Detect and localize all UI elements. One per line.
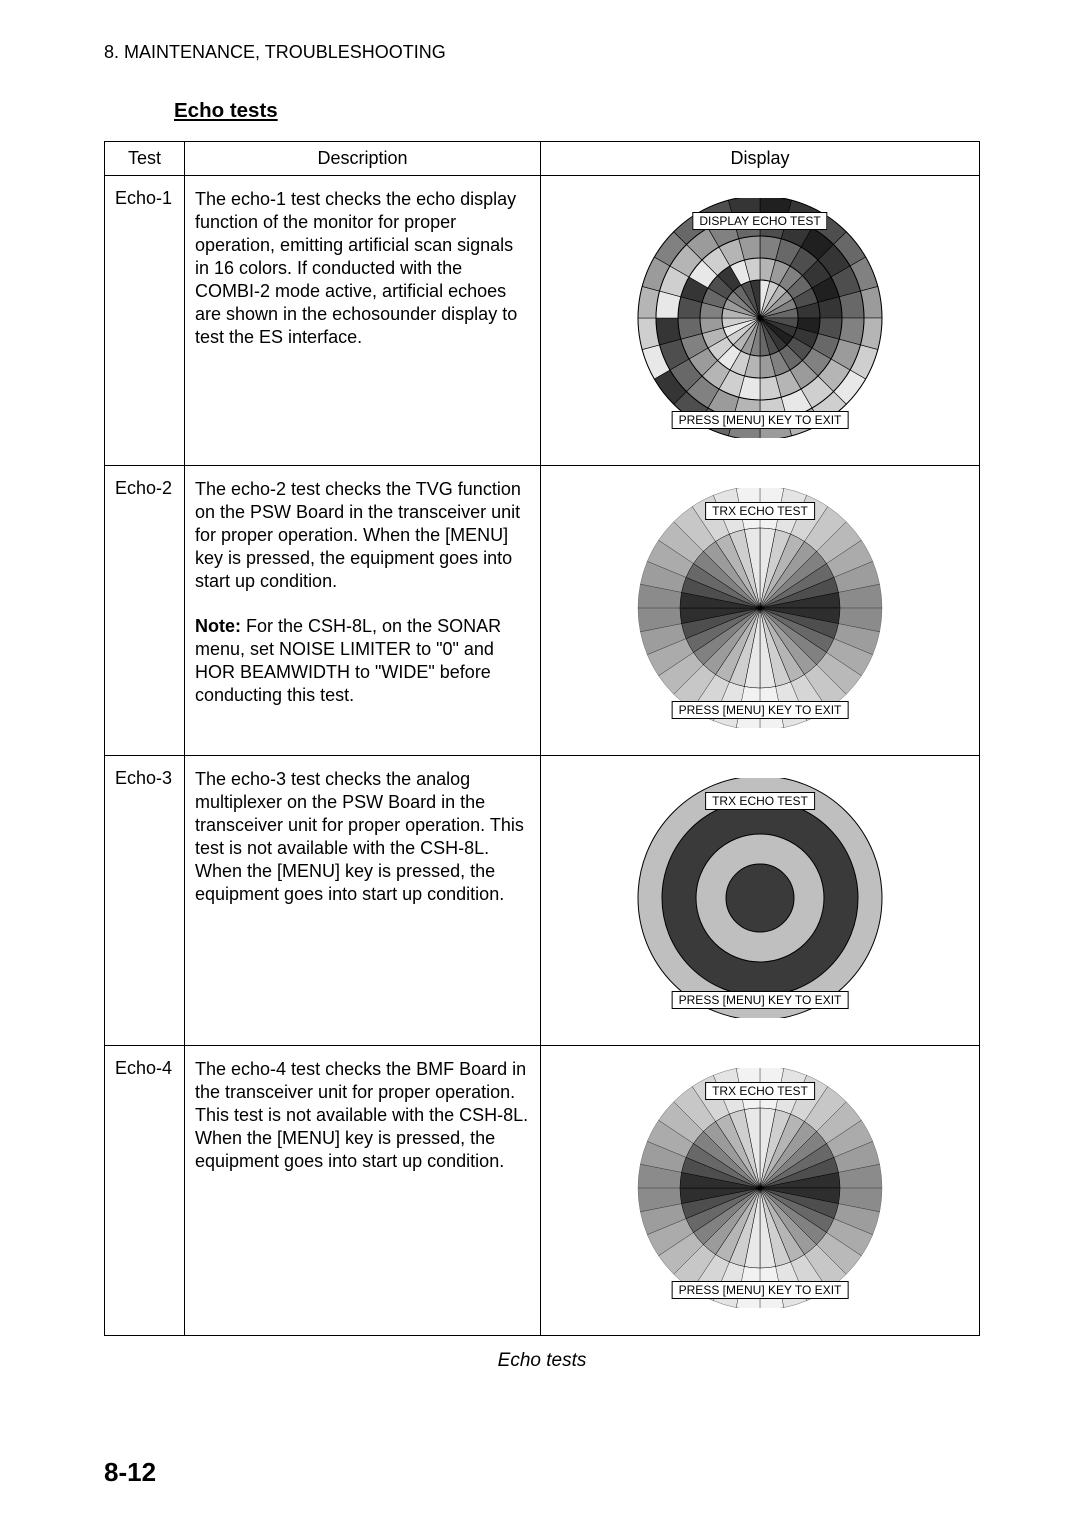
echo-display-graphic (630, 198, 890, 438)
test-display: TRX ECHO TEST PRESS [MENU] KEY TO EXIT (541, 1046, 980, 1336)
table-row: Echo-2The echo-2 test checks the TVG fun… (105, 466, 980, 756)
display-top-label: DISPLAY ECHO TEST (692, 212, 827, 230)
test-name: Echo-1 (105, 176, 185, 466)
table-caption: Echo tests (104, 1350, 980, 1372)
display-bottom-label: PRESS [MENU] KEY TO EXIT (672, 411, 849, 429)
table-row: Echo-3The echo-3 test checks the analog … (105, 756, 980, 1046)
test-display: TRX ECHO TEST PRESS [MENU] KEY TO EXIT (541, 466, 980, 756)
table-row: Echo-1The echo-1 test checks the echo di… (105, 176, 980, 466)
test-description: The echo-2 test checks the TVG function … (185, 466, 541, 756)
page-number: 8-12 (104, 1457, 156, 1488)
section-title: Echo tests (174, 99, 980, 123)
test-name: Echo-4 (105, 1046, 185, 1336)
test-description: The echo-1 test checks the echo display … (185, 176, 541, 466)
display-top-label: TRX ECHO TEST (705, 792, 815, 810)
test-name: Echo-3 (105, 756, 185, 1046)
echo-tests-table: Test Description Display Echo-1The echo-… (104, 141, 980, 1336)
col-header-description: Description (185, 142, 541, 176)
test-display: DISPLAY ECHO TEST PRESS [MENU] KEY TO EXI… (541, 176, 980, 466)
table-row: Echo-4The echo-4 test checks the BMF Boa… (105, 1046, 980, 1336)
echo-display-graphic (630, 1068, 890, 1308)
test-name: Echo-2 (105, 466, 185, 756)
display-top-label: TRX ECHO TEST (705, 502, 815, 520)
col-header-test: Test (105, 142, 185, 176)
echo-display-graphic (630, 778, 890, 1018)
test-description: The echo-3 test checks the analog multip… (185, 756, 541, 1046)
test-description: The echo-4 test checks the BMF Board in … (185, 1046, 541, 1336)
col-header-display: Display (541, 142, 980, 176)
display-bottom-label: PRESS [MENU] KEY TO EXIT (672, 991, 849, 1009)
echo-display-graphic (630, 488, 890, 728)
display-top-label: TRX ECHO TEST (705, 1082, 815, 1100)
display-bottom-label: PRESS [MENU] KEY TO EXIT (672, 701, 849, 719)
chapter-header: 8. MAINTENANCE, TROUBLESHOOTING (104, 42, 980, 63)
display-bottom-label: PRESS [MENU] KEY TO EXIT (672, 1281, 849, 1299)
test-display: TRX ECHO TEST PRESS [MENU] KEY TO EXIT (541, 756, 980, 1046)
